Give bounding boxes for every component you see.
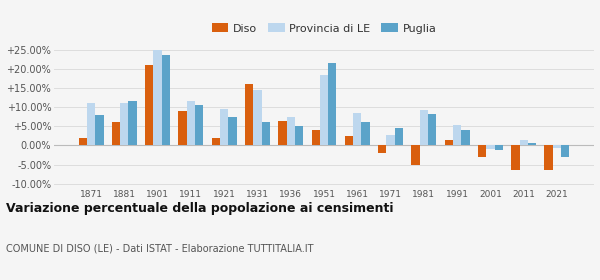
Bar [561,145,569,157]
Bar [253,90,262,145]
Bar [486,145,494,148]
Bar [145,65,154,145]
Bar [154,50,162,145]
Bar [120,103,128,145]
Bar [328,63,337,145]
Bar [162,55,170,145]
Bar [453,125,461,145]
Bar [428,114,436,145]
Bar [278,121,287,145]
Bar [229,117,236,145]
Bar [386,135,395,145]
Bar [445,140,453,145]
Bar [87,103,95,145]
Bar [494,145,503,150]
Bar [178,111,187,145]
Bar [511,145,520,170]
Bar [345,136,353,145]
Bar [520,140,528,145]
Bar [212,138,220,145]
Bar [187,101,195,145]
Bar [395,128,403,145]
Bar [528,143,536,145]
Bar [311,130,320,145]
Bar [361,122,370,145]
Text: COMUNE DI DISO (LE) - Dati ISTAT - Elaborazione TUTTITALIA.IT: COMUNE DI DISO (LE) - Dati ISTAT - Elabo… [6,244,314,254]
Bar [195,105,203,145]
Bar [128,101,137,145]
Bar [295,126,303,145]
Bar [95,115,104,145]
Bar [220,109,229,145]
Bar [79,138,87,145]
Bar [553,145,561,148]
Text: Variazione percentuale della popolazione ai censimenti: Variazione percentuale della popolazione… [6,202,394,214]
Bar [412,145,419,165]
Bar [544,145,553,170]
Bar [378,145,386,153]
Bar [478,145,486,157]
Bar [112,122,120,145]
Bar [245,84,253,145]
Bar [461,130,470,145]
Bar [287,117,295,145]
Bar [353,113,361,145]
Bar [262,122,270,145]
Bar [419,110,428,145]
Bar [320,74,328,145]
Legend: Diso, Provincia di LE, Puglia: Diso, Provincia di LE, Puglia [212,23,436,34]
